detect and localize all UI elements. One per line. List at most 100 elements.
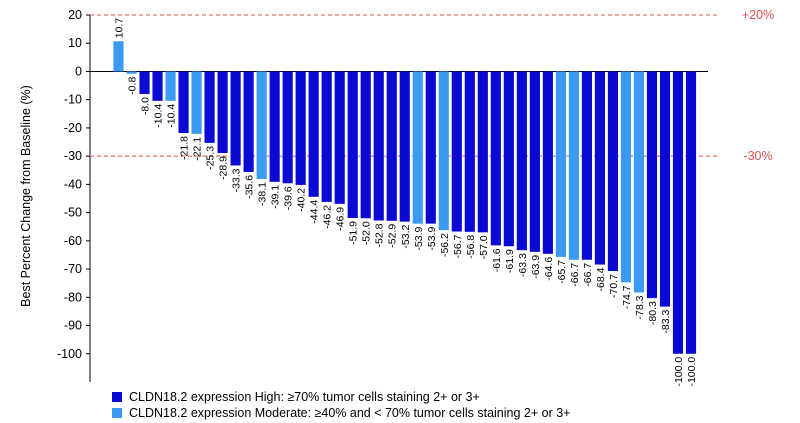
y-tick-label: 10 bbox=[68, 36, 82, 50]
y-tick-label: 0 bbox=[75, 64, 82, 78]
bar-value-label: -10.4 bbox=[153, 104, 165, 128]
reference-line-label: +20% bbox=[742, 8, 774, 22]
bar bbox=[217, 71, 228, 154]
bar bbox=[542, 71, 553, 254]
legend-swatch-high bbox=[112, 392, 122, 402]
bar-value-label: -61.6 bbox=[491, 248, 503, 272]
bar bbox=[178, 71, 189, 134]
bar-value-label: -51.9 bbox=[348, 221, 360, 245]
bar bbox=[646, 71, 658, 299]
bar bbox=[438, 71, 449, 231]
y-tick-label: -80 bbox=[64, 290, 82, 304]
bar bbox=[113, 41, 124, 72]
bar-value-label: -52.9 bbox=[387, 224, 399, 248]
bar bbox=[399, 71, 410, 222]
bar-value-label: -46.2 bbox=[322, 205, 334, 229]
bar bbox=[243, 71, 254, 172]
bar bbox=[607, 71, 619, 272]
bar-value-label: -66.7 bbox=[569, 263, 581, 287]
bar bbox=[672, 71, 684, 354]
bar bbox=[568, 71, 579, 260]
reference-line-label: -30% bbox=[743, 149, 772, 163]
bar-value-label: -39.1 bbox=[270, 185, 282, 209]
y-tick-label: -10 bbox=[64, 93, 82, 107]
bar bbox=[321, 71, 332, 202]
bar-value-label: -63.9 bbox=[530, 255, 542, 279]
bar-value-label: -8.0 bbox=[140, 97, 152, 115]
bar-value-label: -100.0 bbox=[673, 357, 685, 387]
bar-value-label: -10.4 bbox=[166, 104, 178, 128]
bar bbox=[360, 71, 371, 219]
bar-value-label: -61.9 bbox=[504, 249, 516, 273]
bar-value-label: -46.9 bbox=[335, 207, 347, 231]
bar-value-label: -83.3 bbox=[660, 309, 672, 333]
y-tick-label: -100 bbox=[57, 347, 82, 361]
legend-label-high: CLDN18.2 expression High: ≥70% tumor cel… bbox=[129, 390, 480, 404]
bar bbox=[347, 71, 358, 218]
bar bbox=[152, 71, 163, 101]
bar-value-label: -21.8 bbox=[179, 136, 191, 160]
bar bbox=[126, 71, 137, 74]
bar bbox=[529, 71, 540, 252]
bar-value-label: -70.7 bbox=[608, 274, 620, 298]
bar bbox=[685, 71, 697, 354]
y-tick-label: -60 bbox=[64, 234, 82, 248]
bar-value-label: -44.4 bbox=[309, 200, 321, 224]
legend-swatch-moderate bbox=[112, 408, 122, 418]
bar-value-label: -100.0 bbox=[686, 357, 698, 387]
bar-value-label: -63.3 bbox=[517, 253, 529, 277]
bar-value-label: -53.9 bbox=[426, 226, 438, 250]
y-tick-label: 20 bbox=[68, 8, 82, 22]
bar-value-label: -33.3 bbox=[231, 168, 243, 192]
bar bbox=[308, 71, 319, 197]
bar-value-label: -64.6 bbox=[543, 257, 555, 281]
y-axis-label: Best Percent Change from Baseline (%) bbox=[19, 85, 33, 307]
bar-value-label: -68.4 bbox=[595, 267, 607, 291]
bar bbox=[386, 71, 397, 221]
bar-value-label: -22.1 bbox=[192, 137, 204, 161]
bar bbox=[139, 71, 150, 95]
legend-item-high: CLDN18.2 expression High: ≥70% tumor cel… bbox=[112, 390, 480, 404]
bar bbox=[555, 71, 566, 257]
bar-value-label: -65.7 bbox=[556, 260, 568, 284]
bar-value-label: 10.7 bbox=[114, 18, 126, 39]
bar bbox=[425, 71, 436, 224]
bar-value-label: -35.6 bbox=[244, 175, 256, 199]
bar bbox=[659, 71, 671, 307]
bar-value-label: -66.7 bbox=[582, 263, 594, 287]
bar bbox=[269, 71, 280, 182]
legend-label-moderate: CLDN18.2 expression Moderate: ≥40% and <… bbox=[129, 406, 571, 420]
bar-value-label: -53.2 bbox=[400, 224, 412, 248]
bar bbox=[503, 71, 514, 247]
bar bbox=[581, 71, 592, 260]
bar bbox=[334, 71, 345, 204]
bar-value-label: -56.2 bbox=[439, 233, 451, 257]
bar-value-label: -56.7 bbox=[452, 234, 464, 258]
bar bbox=[230, 71, 241, 166]
bar bbox=[594, 71, 605, 265]
bar bbox=[490, 71, 501, 246]
bar-value-label: -74.7 bbox=[621, 285, 633, 309]
bar bbox=[516, 71, 527, 251]
bar-value-label: -57.0 bbox=[478, 235, 490, 259]
y-tick-label: -90 bbox=[64, 319, 82, 333]
bar-value-label: -39.6 bbox=[283, 186, 295, 210]
bar-value-label: -56.8 bbox=[465, 235, 477, 259]
bar-value-label: -52.8 bbox=[374, 223, 386, 247]
bar-value-label: -38.1 bbox=[257, 182, 269, 206]
bar bbox=[204, 71, 215, 143]
bar bbox=[256, 71, 267, 180]
bar-value-label: -40.2 bbox=[296, 188, 308, 212]
bar-value-label: -78.3 bbox=[634, 295, 646, 319]
bar bbox=[295, 71, 306, 185]
bar bbox=[373, 71, 384, 221]
bar bbox=[412, 71, 423, 224]
bar-value-label: -0.8 bbox=[127, 77, 139, 95]
bar-value-label: -53.9 bbox=[413, 226, 425, 250]
y-tick-label: -20 bbox=[64, 121, 82, 135]
bar-value-label: -52.0 bbox=[361, 221, 373, 245]
y-tick-label: -50 bbox=[64, 206, 82, 220]
bar-value-label: -28.9 bbox=[218, 156, 230, 180]
y-tick-label: -40 bbox=[64, 177, 82, 191]
